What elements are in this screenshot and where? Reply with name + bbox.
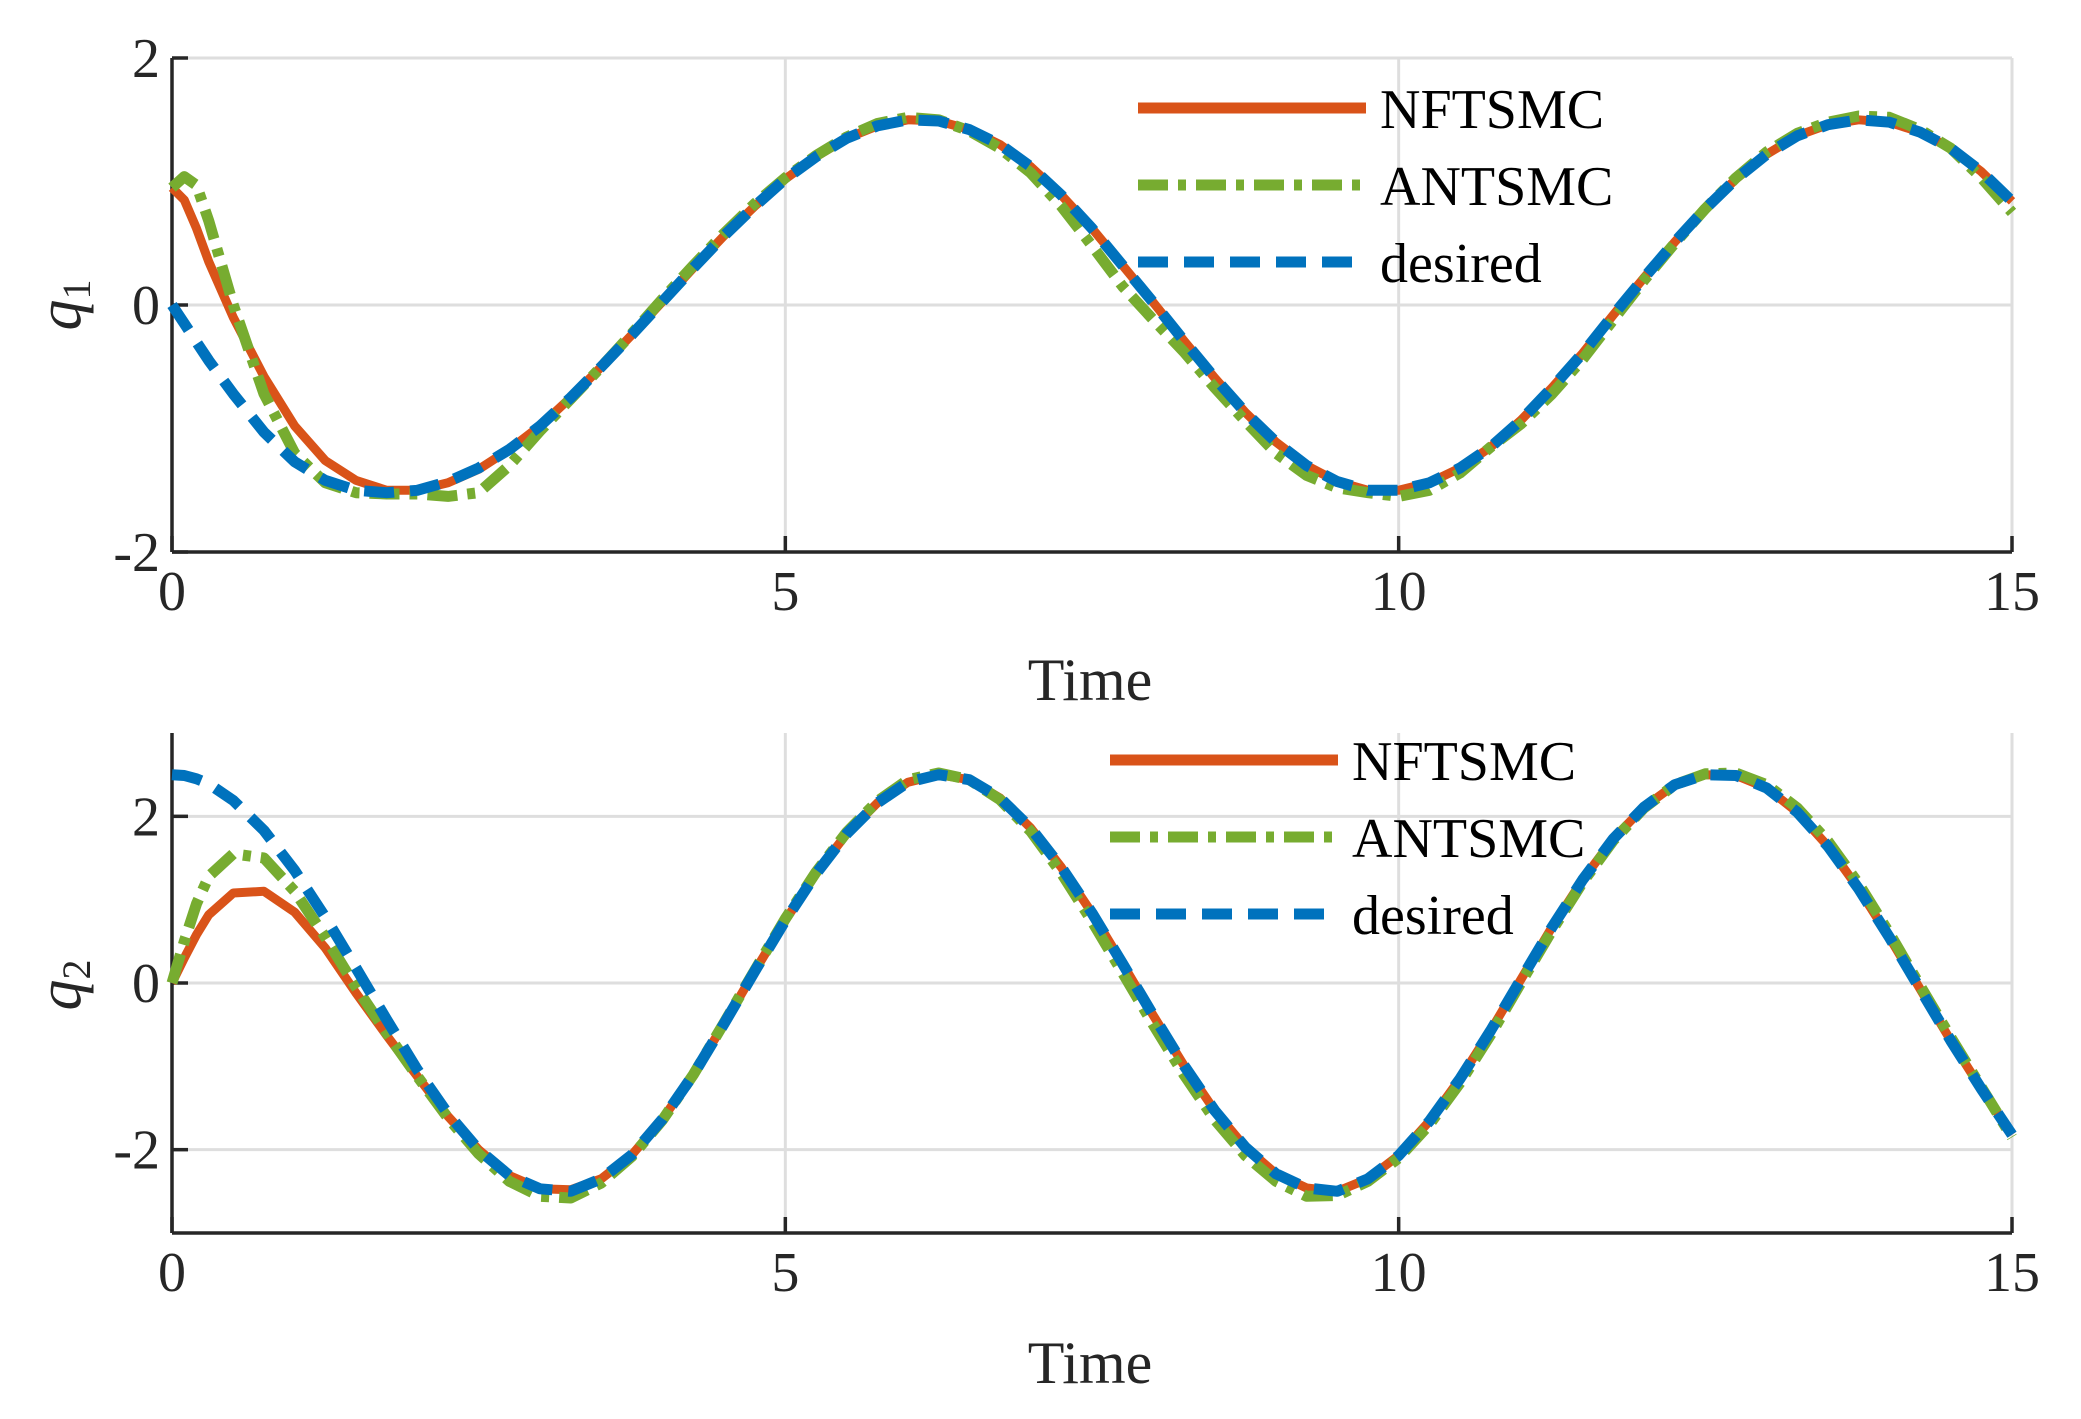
q2-grid — [170, 733, 2014, 1233]
q2-y-tick-label: 0 — [132, 953, 160, 1015]
q1-y-label-main: q — [26, 300, 94, 331]
q2-legend: NFTSMC ANTSMC desired — [1110, 731, 1585, 947]
q2-series — [166, 767, 2017, 1204]
q1-x-tick-label: 0 — [158, 561, 186, 623]
q2-x-tick-label: 0 — [158, 1242, 186, 1304]
q1-series-desired-line — [167, 114, 2016, 499]
q2-x-ticks: 0 5 10 15 — [158, 1217, 2040, 1304]
q2-y-axis-label: q2 — [26, 960, 99, 1011]
q1-x-ticks: 0 5 10 15 — [158, 536, 2040, 623]
q2-series-antsmc-line — [166, 767, 2017, 1204]
q2-x-tick-label: 15 — [1984, 1242, 2040, 1304]
q1-y-tick-label: 2 — [132, 28, 160, 90]
subplot-q1: 0 5 10 15 -202 Time q1 NFTSMC ANTSMC desire… — [26, 28, 2040, 713]
q2-legend-nftsmc-label: NFTSMC — [1352, 731, 1576, 793]
q2-x-axis-label: Time — [1028, 1330, 1153, 1396]
q1-legend-desired-label: desired — [1380, 233, 1542, 295]
q2-x-tick-label: 10 — [1371, 1242, 1427, 1304]
q1-y-axis-label: q1 — [26, 280, 99, 331]
q2-y-tick-label: -2 — [113, 1120, 160, 1182]
q1-y-tick-label: -2 — [113, 522, 160, 584]
q1-y-ticks: -2 0 2 — [113, 28, 188, 584]
q2-legend-desired-label: desired — [1352, 885, 1514, 947]
q2-y-label-sub: 2 — [54, 960, 99, 980]
q1-x-tick-label: 15 — [1984, 561, 2040, 623]
q1-y-label-sub: 1 — [54, 280, 99, 300]
q1-x-tick-label: 5 — [771, 561, 799, 623]
q1-y-tick-label: 0 — [132, 275, 160, 337]
q2-x-tick-label: 5 — [771, 1242, 799, 1304]
q1-legend: NFTSMC ANTSMC desired — [1138, 79, 1613, 295]
q2-y-tick-label: 2 — [132, 786, 160, 848]
q1-legend-antsmc-label: ANTSMC — [1380, 156, 1613, 218]
q2-legend-antsmc-label: ANTSMC — [1352, 808, 1585, 870]
q1-legend-nftsmc-label: NFTSMC — [1380, 79, 1604, 141]
q2-y-ticks: -2 0 2 — [113, 786, 188, 1182]
q1-x-tick-label: 10 — [1371, 561, 1427, 623]
q2-y-label-main: q — [26, 980, 94, 1011]
q1-x-axis-label: Time — [1028, 647, 1153, 713]
subplot-q2: 0 5 10 15 -202 Time q2 NFTSMC ANTSMC desire… — [26, 731, 2040, 1396]
q1-series — [167, 110, 2017, 502]
